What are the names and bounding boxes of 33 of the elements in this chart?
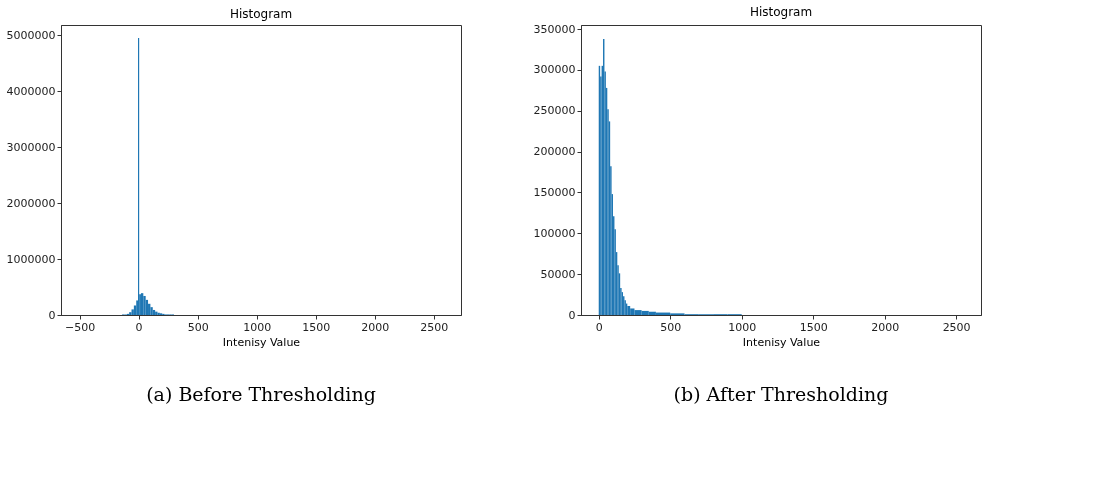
text: (a) Before Thresholding (146, 383, 376, 405)
y-tick-label: 1000000 (6, 252, 56, 266)
x-tick-label: 2000 (361, 320, 390, 334)
x-tick-label: 1000 (728, 320, 757, 334)
chart-title: Histogram (229, 7, 293, 21)
y-tick-label: 5000000 (6, 28, 56, 42)
x-tick-label: 0 (595, 320, 603, 334)
y-tick-label: 350000 (533, 22, 576, 36)
x-tick-label: 2500 (420, 320, 449, 334)
x-tick-label: 1500 (302, 320, 331, 334)
x-axis-title: Intenisy Value (222, 335, 301, 349)
y-tick-label: 4000000 (6, 84, 56, 98)
chart-title: Histogram (749, 5, 813, 20)
x-tick-label: 2500 (942, 320, 971, 334)
x-tick-label: 0 (135, 320, 143, 334)
y-tick-label: 50000 (540, 267, 576, 281)
x-tick-label: −500 (64, 320, 96, 334)
y-tick-label: 3000000 (6, 140, 56, 154)
y-tick-label: 100000 (533, 226, 576, 240)
y-tick-label: 250000 (533, 104, 576, 118)
x-tick-label: 500 (187, 320, 209, 334)
text: (b) After Thresholding (673, 383, 889, 405)
y-tick-label: 200000 (533, 145, 576, 159)
x-tick-label: 500 (660, 320, 682, 334)
x-axis-title: Intenisy Value (742, 335, 821, 349)
x-tick-label: 1000 (243, 320, 272, 334)
y-tick-label: 0 (48, 308, 56, 322)
y-tick-label: 300000 (533, 63, 576, 77)
x-tick-label: 2000 (871, 320, 900, 334)
y-tick-label: 0 (568, 308, 576, 322)
y-tick-label: 150000 (533, 185, 576, 199)
x-tick-label: 1500 (799, 320, 828, 334)
y-tick-label: 2000000 (6, 196, 56, 210)
